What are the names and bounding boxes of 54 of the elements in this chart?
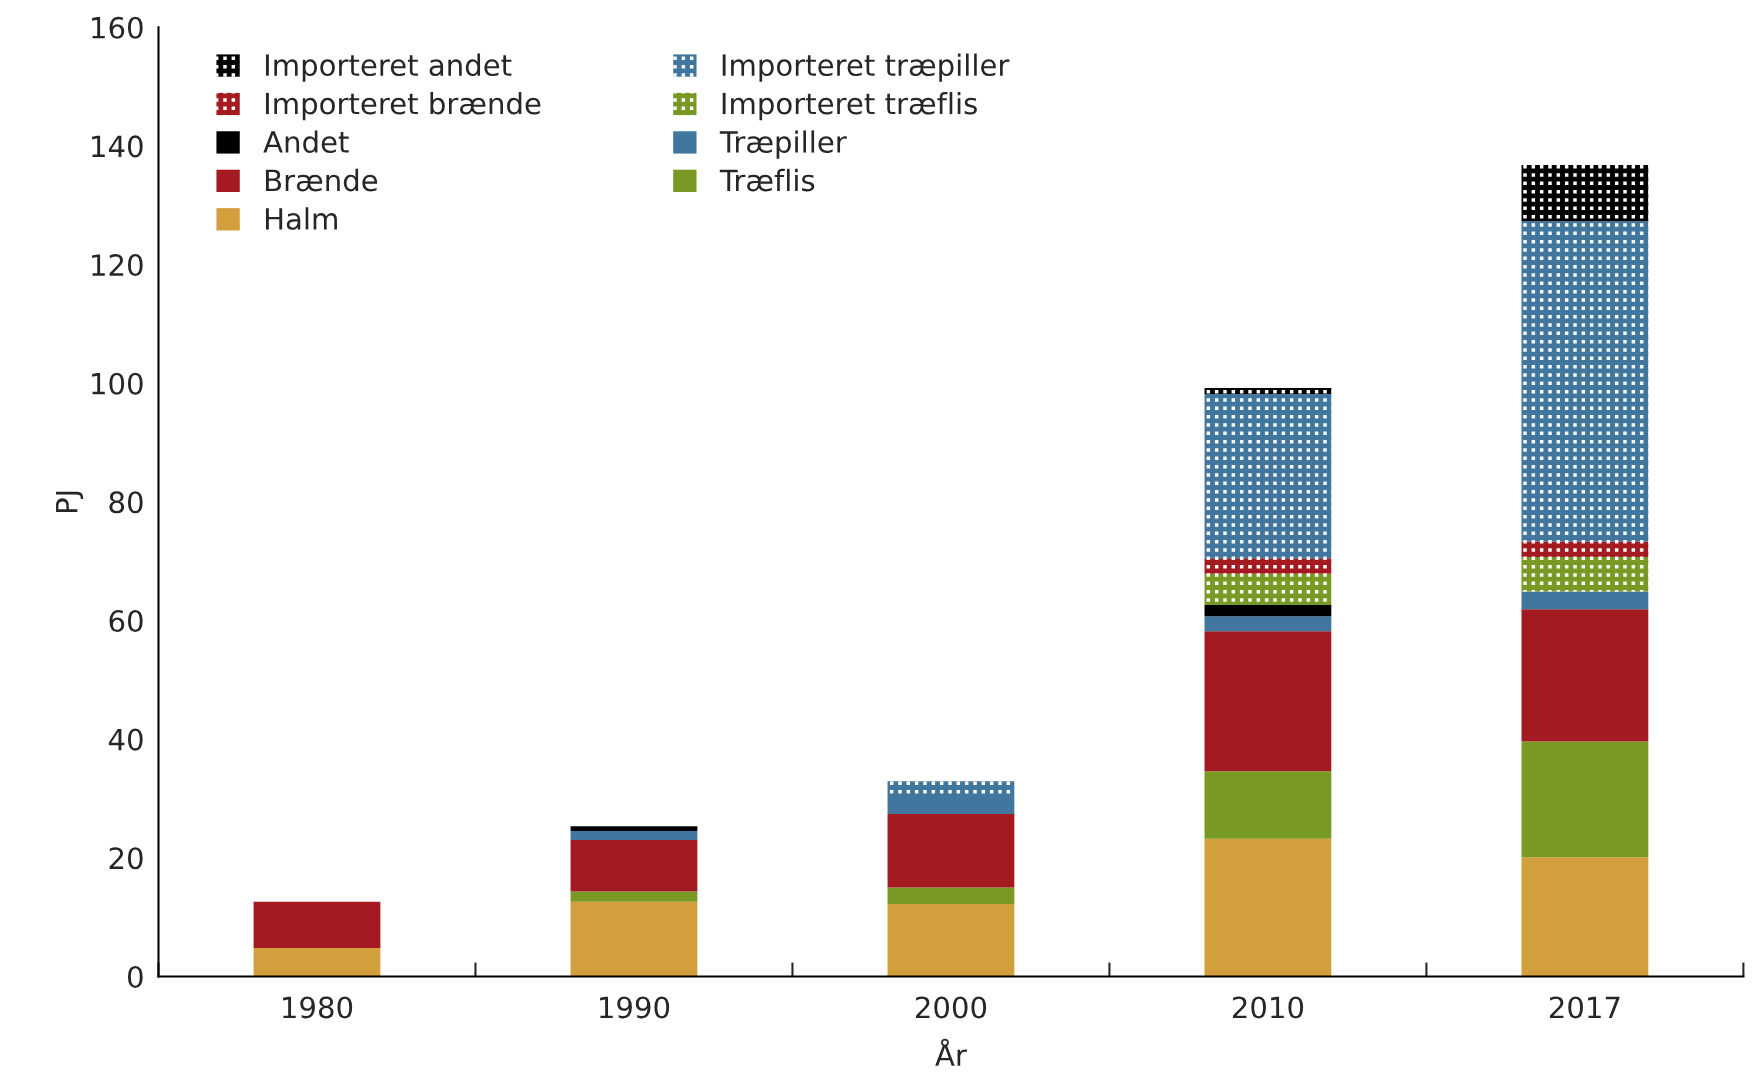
bar [253, 901, 381, 948]
bar [1521, 609, 1649, 742]
bar [1204, 616, 1332, 632]
y-tick-label: 160 [92, 16, 143, 39]
y-tick-label: 40 [108, 728, 143, 751]
legend-label: Træflis [719, 168, 815, 192]
y-tick-label: 100 [92, 372, 143, 395]
y-tick-label: 20 [109, 847, 143, 870]
x-axis-title: År [935, 1038, 967, 1066]
x-tick-label: 2017 [1549, 996, 1620, 1019]
y-tick-label: 60 [109, 609, 143, 632]
legend-label: Importeret træpiller [722, 53, 1010, 82]
legend-label: Importeret andet [265, 53, 512, 82]
y-tick-label: 120 [92, 254, 143, 277]
bar [253, 947, 381, 977]
bar [1204, 558, 1332, 574]
bar [1204, 771, 1332, 839]
y-tick-label: 80 [109, 491, 143, 514]
bar [570, 891, 698, 902]
x-tick-label: 2010 [1232, 996, 1304, 1019]
bar [1204, 838, 1332, 977]
bar [1204, 387, 1332, 394]
bar [1204, 573, 1332, 606]
bar [570, 901, 698, 977]
legend-label: Brænde [265, 168, 378, 192]
bar [1204, 605, 1332, 617]
legend-label: Importeret træflis [722, 91, 977, 121]
bar [570, 826, 698, 832]
bar [1204, 631, 1332, 772]
bar [887, 781, 1015, 797]
bar [887, 813, 1015, 888]
x-tick-label: 1980 [283, 996, 353, 1019]
y-axis-title: PJ [56, 491, 84, 513]
x-tick-label: 2000 [915, 996, 987, 1019]
bar [1521, 541, 1649, 558]
bar [1204, 393, 1332, 559]
bar [887, 887, 1015, 905]
bar [1521, 164, 1649, 222]
y-tick-label: 140 [92, 135, 143, 158]
bar [570, 831, 698, 840]
bar [1521, 221, 1649, 542]
legend-label: Andet [263, 130, 349, 153]
x-tick-label: 1990 [600, 996, 670, 1019]
bar [887, 904, 1015, 977]
bar [887, 796, 1015, 814]
bar [1521, 557, 1649, 592]
y-tick-label: 0 [127, 965, 143, 988]
legend-label: Træpiller [719, 130, 847, 159]
bar [1521, 857, 1649, 977]
bar [570, 840, 698, 892]
bar [1521, 741, 1649, 858]
bar [1521, 591, 1649, 610]
legend-label: Importeret brænde [265, 91, 541, 121]
legend-label: Halm [265, 207, 337, 230]
